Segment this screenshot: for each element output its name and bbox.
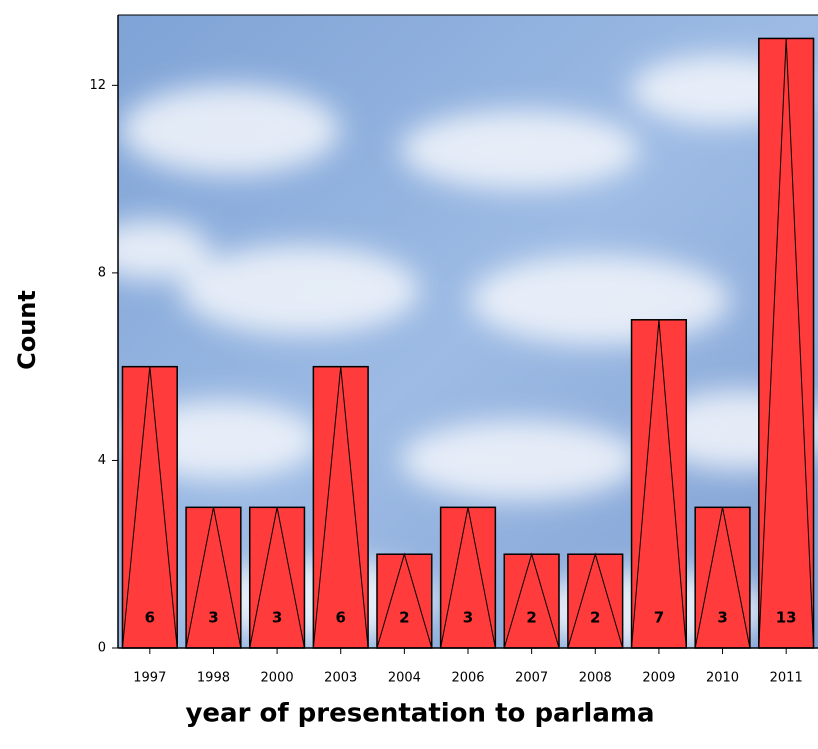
x-tick-label: 2011 [770,671,803,686]
y-tick-label: 0 [98,641,106,656]
bar [377,554,432,648]
bar [695,507,750,648]
value-label: 7 [654,609,664,627]
bar [313,367,368,648]
chart: Count year of presentation to parlama 0 4… [0,0,818,749]
bar [441,507,496,648]
x-tick-label: 2006 [451,671,484,686]
value-label: 2 [526,609,536,627]
value-label: 3 [717,609,727,627]
y-tick-label: 12 [89,78,106,93]
x-tick-label: 2003 [324,671,357,686]
value-label: 3 [463,609,473,627]
x-tick-label: 2010 [706,671,739,686]
x-tick-label: 2008 [579,671,612,686]
value-label: 3 [272,609,282,627]
value-label: 2 [590,609,600,627]
x-tick-label: 2000 [261,671,294,686]
x-tick-label: 1997 [133,671,166,686]
value-label: 6 [145,609,155,627]
x-tick-label: 2007 [515,671,548,686]
value-label: 13 [776,609,797,627]
bar [250,507,305,648]
bar [759,38,814,648]
bar [122,367,177,648]
bar [186,507,241,648]
bar [504,554,559,648]
y-tick-label: 8 [98,265,106,280]
x-tick-label: 2009 [642,671,675,686]
bar [568,554,623,648]
x-tick-label: 2004 [388,671,421,686]
value-label: 6 [336,609,346,627]
value-label: 3 [208,609,218,627]
y-tick-label: 4 [98,453,106,468]
x-axis-title: year of presentation to parlama [185,699,654,729]
bar [632,320,687,648]
x-tick-label: 1998 [197,671,230,686]
value-label: 2 [399,609,409,627]
y-axis-title: Count [13,290,41,370]
